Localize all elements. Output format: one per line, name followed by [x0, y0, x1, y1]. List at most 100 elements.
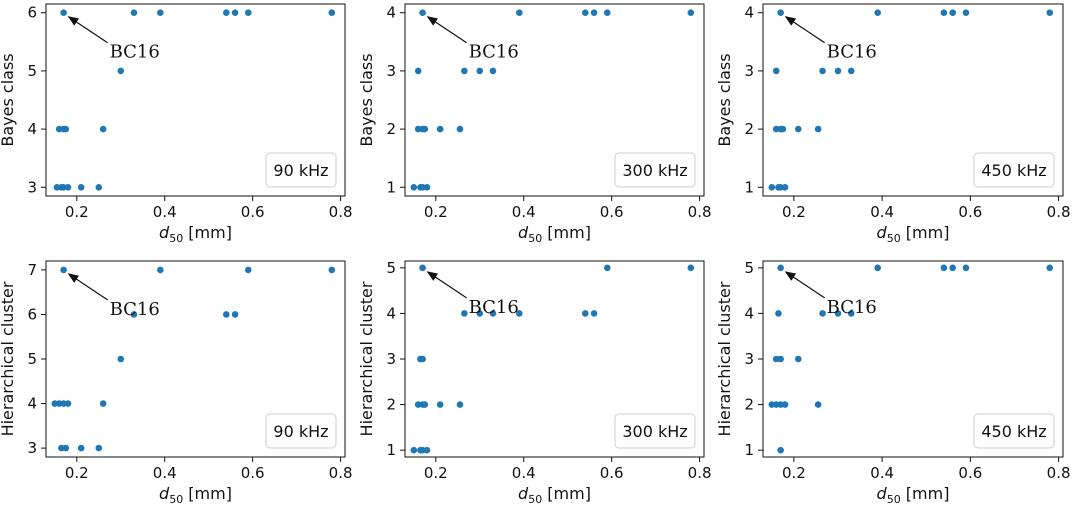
data-point	[590, 9, 598, 17]
x-label-unit: [mm]	[542, 223, 591, 242]
subplot-5: 0.2 0.4 0.6 0.8 1 2 3 4 5 d50 [mm] Hierarchical cl…	[357, 259, 712, 506]
axes-frame	[45, 3, 346, 197]
y-tick-label: 1	[744, 178, 754, 196]
x-axis-label: d50 [mm]	[518, 484, 591, 506]
data-point	[777, 355, 784, 363]
y-tick-label: 3	[386, 350, 396, 368]
data-point	[489, 310, 497, 317]
x-label-unit: [mm]	[183, 223, 232, 242]
subplot-6: 0.2 0.4 0.6 0.8 1 2 3 4 5 d50 [mm] Hierarchical cl…	[715, 259, 1071, 506]
annotation-arrow	[784, 16, 825, 44]
x-label-symbol: d	[159, 484, 170, 503]
data-point	[414, 67, 422, 75]
x-label-unit: [mm]	[542, 484, 591, 503]
data-point	[962, 9, 970, 17]
y-tick-label: 4	[27, 120, 37, 138]
data-point	[231, 311, 239, 318]
y-tick-label: 4	[744, 4, 754, 22]
data-point	[421, 125, 429, 133]
data-point	[99, 125, 107, 133]
data-point	[95, 183, 103, 191]
y-tick-label: 5	[27, 350, 37, 368]
data-point	[410, 446, 418, 454]
data-point	[130, 311, 138, 318]
data-point	[489, 67, 497, 75]
data-point	[940, 264, 948, 272]
data-point	[77, 183, 85, 191]
x-label-symbol: d	[159, 223, 170, 242]
legend-label: 90 kHz	[273, 422, 328, 441]
data-point	[949, 9, 957, 17]
data-point	[794, 125, 802, 133]
subplot-1: 0.2 0.4 0.6 0.8 3 4 5 6 d50 [mm] Bayes class BC16 9…	[0, 3, 353, 245]
data-point	[328, 9, 336, 17]
data-point	[962, 264, 970, 272]
x-label-symbol: d	[518, 484, 529, 503]
data-point	[834, 67, 842, 75]
x-label-symbol: d	[518, 223, 529, 242]
data-point	[244, 266, 252, 274]
data-point	[99, 400, 107, 407]
data-point	[940, 9, 948, 17]
y-tick-label: 3	[27, 178, 37, 196]
data-point	[814, 401, 822, 408]
data-point	[781, 401, 789, 408]
x-tick-label: 0.8	[329, 464, 353, 482]
x-tick-label: 0.4	[153, 464, 177, 482]
data-point	[603, 9, 611, 17]
y-axis-label: Bayes class	[715, 53, 734, 146]
legend-label: 90 kHz	[273, 161, 328, 180]
x-tick-label: 0.4	[512, 203, 536, 221]
data-point	[819, 310, 826, 317]
data-point	[157, 9, 164, 17]
annotation-label: BC16	[469, 42, 519, 63]
x-label-symbol: d	[877, 223, 888, 242]
y-tick-label: 3	[386, 62, 396, 80]
x-label-subscript: 50	[528, 232, 542, 245]
data-point	[775, 310, 782, 317]
data-point	[222, 9, 230, 17]
x-tick-label: 0.6	[241, 464, 265, 482]
y-tick-label: 3	[744, 62, 754, 80]
data-point	[461, 310, 468, 317]
subplot-2: 0.2 0.4 0.6 0.8 1 2 3 4 d50 [mm] Bayes class BC16 3…	[357, 3, 712, 245]
y-tick-label: 5	[27, 62, 37, 80]
y-tick-label: 4	[386, 304, 396, 322]
data-point	[476, 310, 484, 317]
data-point	[687, 264, 695, 272]
x-tick-label: 0.2	[424, 203, 448, 221]
y-tick-label: 2	[386, 120, 396, 138]
x-label-subscript: 50	[528, 493, 542, 506]
y-axis-label: Bayes class	[0, 53, 17, 146]
data-point	[461, 67, 468, 75]
data-point	[819, 67, 826, 75]
data-point	[949, 264, 957, 272]
annotation-label: BC16	[110, 299, 160, 320]
annotation-label: BC16	[827, 297, 877, 318]
y-tick-label: 1	[744, 441, 754, 459]
x-tick-label: 0.8	[1047, 464, 1071, 482]
y-tick-label: 5	[744, 259, 754, 277]
x-label-subscript: 50	[169, 232, 183, 245]
x-label-subscript: 50	[169, 493, 183, 506]
y-axis-label: Hierarchical cluster	[0, 281, 17, 436]
x-axis-label: d50 [mm]	[159, 223, 232, 245]
data-point	[516, 9, 523, 17]
data-point	[328, 266, 336, 274]
annotation-label: BC16	[469, 297, 519, 318]
subplot-3: 0.2 0.4 0.6 0.8 1 2 3 4 d50 [mm] Bayes class BC16 4…	[715, 3, 1071, 245]
y-tick-label: 5	[386, 259, 396, 277]
x-tick-label: 0.6	[958, 464, 982, 482]
data-point	[62, 125, 70, 133]
x-label-symbol: d	[877, 484, 888, 503]
y-tick-label: 2	[744, 120, 754, 138]
y-tick-label: 2	[386, 396, 396, 414]
legend-label: 450 kHz	[981, 422, 1046, 441]
data-point	[60, 183, 67, 191]
y-tick-label: 3	[27, 439, 37, 457]
data-point	[410, 183, 418, 191]
x-tick-label: 0.6	[600, 464, 624, 482]
x-label-subscript: 50	[887, 232, 901, 245]
data-point	[423, 183, 431, 191]
y-tick-label: 7	[27, 261, 37, 279]
